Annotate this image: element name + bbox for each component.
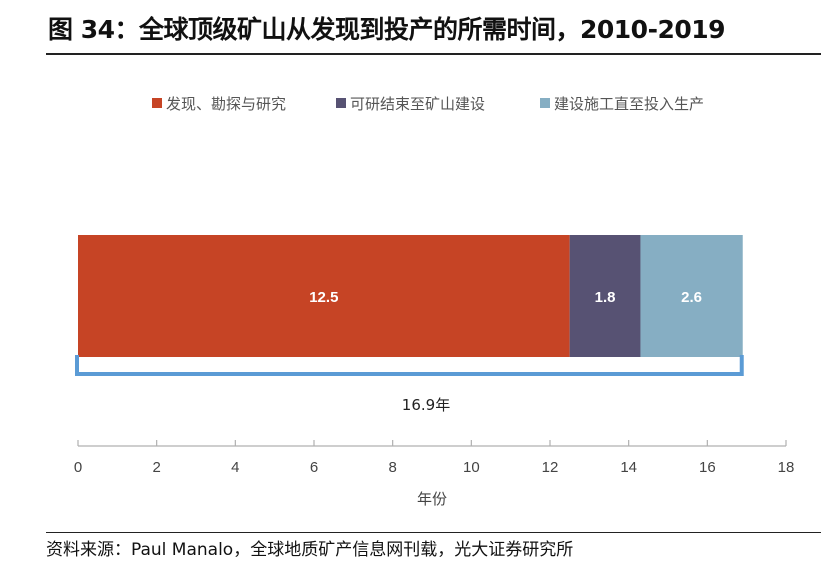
total-bracket-line bbox=[75, 355, 744, 376]
x-tick-label: 0 bbox=[74, 459, 82, 476]
total-bracket bbox=[75, 355, 744, 376]
bar-segment-2 bbox=[569, 235, 641, 357]
legend-swatch-3 bbox=[540, 98, 550, 108]
x-tick-label: 18 bbox=[778, 459, 795, 476]
figure-title: 图 34：全球顶级矿山从发现到投产的所需时间，2010-2019 bbox=[48, 15, 726, 44]
x-tick-label: 16 bbox=[699, 459, 716, 476]
bar-labels: 12.5 1.8 2.6 bbox=[309, 289, 702, 306]
legend-swatch-1 bbox=[152, 98, 162, 108]
x-tick-label: 14 bbox=[620, 459, 637, 476]
x-tick-label: 4 bbox=[231, 459, 239, 476]
source-note: 资料来源：Paul Manalo，全球地质矿产信息网刊载，光大证券研究所 bbox=[46, 540, 574, 560]
bar-value-label-2: 1.8 bbox=[595, 289, 616, 306]
x-tick-label: 2 bbox=[152, 459, 160, 476]
bottom-rule bbox=[46, 532, 821, 533]
legend: 发现、勘探与研究 可研结束至矿山建设 建设施工直至投入生产 bbox=[152, 95, 704, 113]
bar-value-label-3: 2.6 bbox=[681, 289, 702, 306]
bar-segment-3 bbox=[640, 235, 743, 357]
total-label: 16.9年 bbox=[402, 396, 450, 414]
x-tick-label: 10 bbox=[463, 459, 480, 476]
legend-label-3: 建设施工直至投入生产 bbox=[554, 95, 704, 113]
x-tick-label: 12 bbox=[542, 459, 559, 476]
x-axis: 0 2 4 6 8 10 12 14 16 18 bbox=[74, 440, 795, 476]
x-tick-label: 8 bbox=[388, 459, 396, 476]
bars bbox=[78, 235, 743, 357]
legend-swatch-2 bbox=[336, 98, 346, 108]
x-tick-label: 6 bbox=[310, 459, 318, 476]
legend-label-2: 可研结束至矿山建设 bbox=[350, 95, 485, 113]
x-axis-title: 年份 bbox=[417, 490, 447, 508]
legend-label-1: 发现、勘探与研究 bbox=[166, 95, 286, 113]
bar-value-label-1: 12.5 bbox=[309, 289, 338, 306]
bar-segment-1 bbox=[78, 235, 570, 357]
top-rule bbox=[46, 53, 821, 55]
